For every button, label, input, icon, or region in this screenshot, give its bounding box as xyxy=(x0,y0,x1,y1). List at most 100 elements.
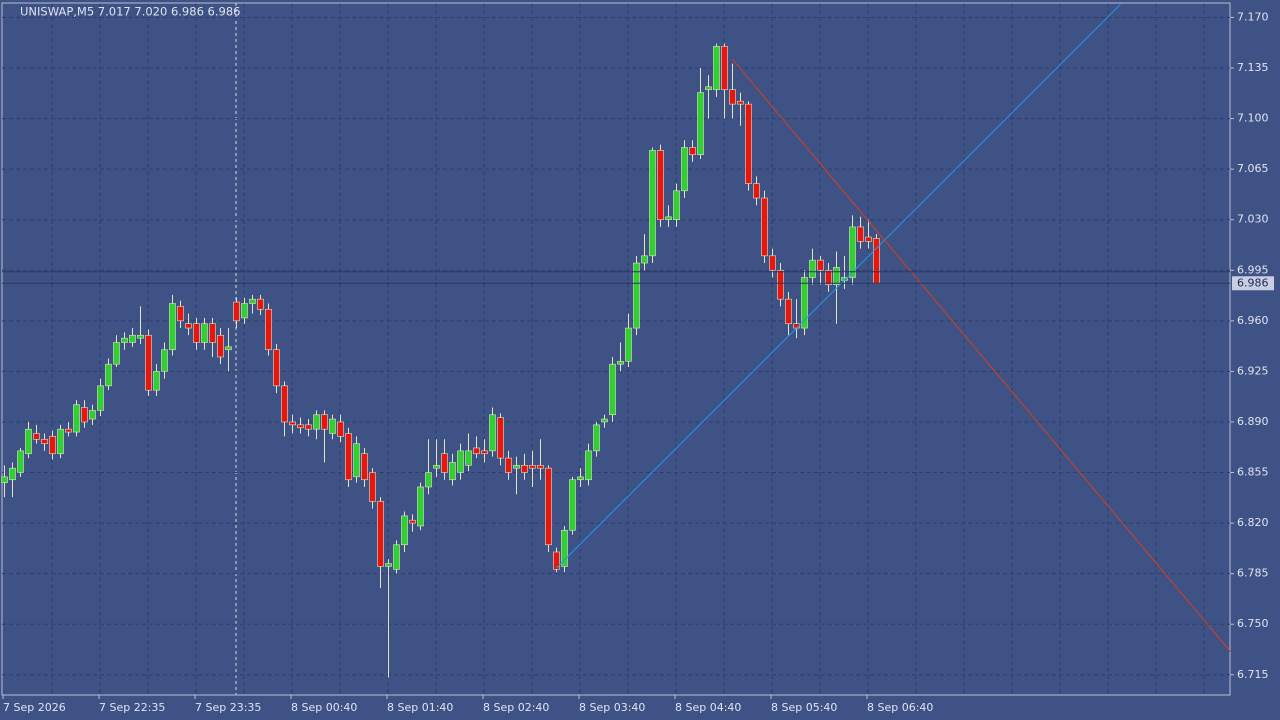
candle-body xyxy=(281,385,288,423)
candle-body xyxy=(593,424,600,452)
x-tick-label: 8 Sep 02:40 xyxy=(483,701,549,714)
candle-body xyxy=(697,92,704,155)
candle-body xyxy=(473,447,480,455)
candle-body xyxy=(817,259,824,271)
y-tick-label: 7.170 xyxy=(1237,10,1269,23)
candle-body xyxy=(753,183,760,199)
candle-body xyxy=(401,515,408,546)
candle-body xyxy=(25,428,32,455)
candle-body xyxy=(89,410,96,420)
trendline xyxy=(732,59,1231,652)
y-tick-label: 7.135 xyxy=(1237,61,1269,74)
candle-body xyxy=(97,385,104,411)
candle-body xyxy=(449,462,456,481)
candle-body xyxy=(609,363,616,416)
candle-body xyxy=(73,404,80,433)
y-tick-label: 6.820 xyxy=(1237,516,1269,529)
y-tick-label: 6.715 xyxy=(1237,668,1269,681)
candle-body xyxy=(129,334,136,343)
y-tick-label: 6.855 xyxy=(1237,466,1269,479)
candle-body xyxy=(577,476,584,481)
candle-body xyxy=(105,363,112,387)
candle-body xyxy=(337,421,344,437)
candle-body xyxy=(689,147,696,155)
y-tick-label: 6.890 xyxy=(1237,415,1269,428)
candle-body xyxy=(57,428,64,455)
candle-body xyxy=(513,464,520,469)
candle-body xyxy=(737,100,744,105)
x-tick-label: 8 Sep 04:40 xyxy=(675,701,741,714)
candle-body xyxy=(673,190,680,221)
candle-body xyxy=(681,147,688,192)
x-tick-label: 7 Sep 2026 xyxy=(3,701,66,714)
candle-body xyxy=(561,530,568,567)
x-tick-label: 8 Sep 05:40 xyxy=(771,701,837,714)
candle-body xyxy=(65,428,72,433)
candle-body xyxy=(777,269,784,300)
candle-body xyxy=(545,467,552,546)
candle-body xyxy=(201,323,208,343)
y-tick-label: 7.030 xyxy=(1237,213,1269,226)
candle-body xyxy=(177,306,184,322)
candle-body xyxy=(17,450,24,473)
candle-body xyxy=(257,298,264,310)
chart-title: UNISWAP,M5 7.017 7.020 6.986 6.986 xyxy=(20,5,240,19)
candle-body xyxy=(273,349,280,387)
x-tick-label: 7 Sep 23:35 xyxy=(195,701,261,714)
candle-body xyxy=(49,436,56,455)
candle-body xyxy=(137,334,144,339)
candle-body xyxy=(217,334,224,358)
candle-body xyxy=(665,216,672,221)
candle-body xyxy=(729,89,736,105)
candle-body xyxy=(241,303,248,319)
x-tick-label: 8 Sep 00:40 xyxy=(291,701,357,714)
plot-frame xyxy=(1,2,1231,696)
candle-body xyxy=(361,453,368,481)
candle-body xyxy=(353,443,360,478)
candle-body xyxy=(409,519,416,524)
candle-body xyxy=(193,323,200,343)
candle-body xyxy=(857,226,864,242)
candle-body xyxy=(537,464,544,469)
candle-body xyxy=(393,544,400,570)
candle-body xyxy=(865,236,872,242)
candle-body xyxy=(9,467,16,481)
candle-body xyxy=(769,255,776,271)
y-tick-label: 6.925 xyxy=(1237,364,1269,377)
candle-body xyxy=(153,371,160,391)
candle-body xyxy=(41,438,48,444)
bid-label: 6.986 xyxy=(1237,276,1269,289)
candle-body xyxy=(417,486,424,527)
x-tick-label: 7 Sep 22:35 xyxy=(99,701,165,714)
candle-body xyxy=(705,86,712,90)
candle-body xyxy=(585,450,592,481)
candle-body xyxy=(233,301,240,322)
candle-body xyxy=(785,298,792,325)
candle-body xyxy=(553,551,560,570)
candle-body xyxy=(569,479,576,531)
candle-body xyxy=(481,450,488,455)
candle-body xyxy=(873,238,880,284)
candle-body xyxy=(657,150,664,221)
y-tick-label: 7.065 xyxy=(1237,162,1269,175)
x-tick-label: 8 Sep 06:40 xyxy=(867,701,933,714)
candle-body xyxy=(377,501,384,567)
candle-body xyxy=(617,360,624,365)
candle-body xyxy=(745,103,752,184)
candle-body xyxy=(265,308,272,351)
candle-body xyxy=(801,277,808,329)
candle-body xyxy=(761,197,768,257)
candle-body xyxy=(505,457,512,473)
candle-body xyxy=(625,327,632,362)
candle-body xyxy=(633,262,640,329)
y-tick-label: 6.960 xyxy=(1237,314,1269,327)
candle-body xyxy=(713,46,720,90)
candle-body xyxy=(225,346,232,351)
candle-body xyxy=(385,563,392,567)
candle-body xyxy=(313,414,320,430)
candle-body xyxy=(297,424,304,429)
candle-body xyxy=(321,414,328,430)
candle-body xyxy=(369,472,376,502)
